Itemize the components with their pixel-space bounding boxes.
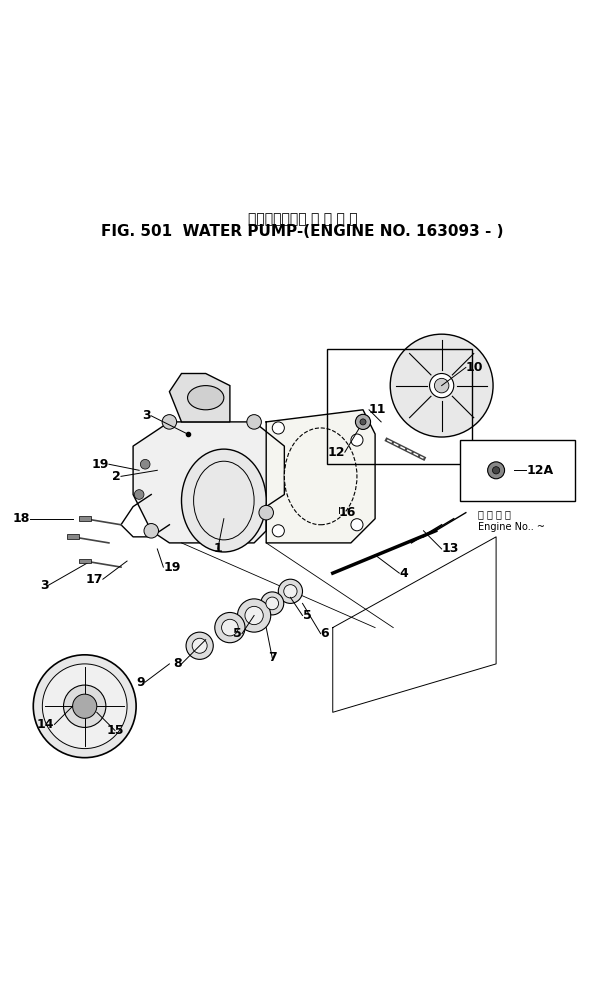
Text: Engine No.. ~: Engine No.. ~ <box>478 522 545 532</box>
Text: 12A: 12A <box>526 464 554 477</box>
Circle shape <box>390 334 493 437</box>
Circle shape <box>272 422 284 434</box>
Text: 18: 18 <box>13 512 30 525</box>
Circle shape <box>434 379 449 393</box>
Text: 11: 11 <box>369 404 387 416</box>
Text: 5: 5 <box>302 609 311 622</box>
Circle shape <box>42 664 127 749</box>
Bar <box>460 440 575 500</box>
Text: 15: 15 <box>106 724 123 737</box>
Ellipse shape <box>266 597 278 610</box>
Text: 5: 5 <box>234 627 242 640</box>
Ellipse shape <box>192 638 207 654</box>
Ellipse shape <box>284 428 357 525</box>
Circle shape <box>33 655 136 758</box>
Polygon shape <box>169 374 230 422</box>
Ellipse shape <box>488 462 505 479</box>
Text: 3: 3 <box>143 409 151 422</box>
Circle shape <box>144 523 159 538</box>
Text: 適 用 号 機: 適 用 号 機 <box>478 509 511 519</box>
Polygon shape <box>133 422 284 543</box>
Ellipse shape <box>188 386 224 409</box>
Bar <box>79 516 91 521</box>
Text: 13: 13 <box>442 542 459 556</box>
Ellipse shape <box>284 584 297 598</box>
Circle shape <box>64 685 106 728</box>
Circle shape <box>247 414 261 429</box>
Text: 2: 2 <box>113 470 121 483</box>
Text: 1: 1 <box>214 542 222 556</box>
Text: 14: 14 <box>37 718 54 731</box>
Ellipse shape <box>221 619 238 636</box>
Ellipse shape <box>356 414 370 429</box>
Polygon shape <box>266 409 375 543</box>
Text: 8: 8 <box>173 658 181 671</box>
Ellipse shape <box>245 606 263 625</box>
Text: 9: 9 <box>137 675 145 688</box>
Text: 4: 4 <box>399 567 408 580</box>
Text: 10: 10 <box>466 361 483 374</box>
Ellipse shape <box>182 449 266 552</box>
Text: 3: 3 <box>40 579 48 591</box>
Ellipse shape <box>261 591 284 615</box>
Ellipse shape <box>278 580 302 603</box>
Circle shape <box>134 490 144 499</box>
Ellipse shape <box>215 612 245 643</box>
Text: 19: 19 <box>163 561 181 574</box>
Circle shape <box>430 374 454 398</box>
Bar <box>79 559 91 564</box>
Bar <box>67 534 79 539</box>
Ellipse shape <box>360 419 366 425</box>
Text: ウォータポンプ 適 用 号 機: ウォータポンプ 適 用 号 機 <box>247 213 358 226</box>
Text: FIG. 501  WATER PUMP-(ENGINE NO. 163093 - ): FIG. 501 WATER PUMP-(ENGINE NO. 163093 -… <box>101 224 504 238</box>
Circle shape <box>73 694 97 718</box>
Circle shape <box>351 434 363 446</box>
Text: 6: 6 <box>321 627 329 640</box>
Circle shape <box>351 518 363 531</box>
Text: 17: 17 <box>85 573 103 585</box>
Circle shape <box>272 525 284 537</box>
Text: 19: 19 <box>91 458 109 471</box>
Text: 12: 12 <box>327 446 345 459</box>
Ellipse shape <box>492 467 500 474</box>
Ellipse shape <box>186 632 214 660</box>
Text: 16: 16 <box>339 506 356 519</box>
Ellipse shape <box>237 599 271 632</box>
Text: 7: 7 <box>268 652 276 665</box>
Bar <box>327 349 472 464</box>
Circle shape <box>162 414 177 429</box>
Circle shape <box>259 505 273 520</box>
Circle shape <box>140 460 150 469</box>
